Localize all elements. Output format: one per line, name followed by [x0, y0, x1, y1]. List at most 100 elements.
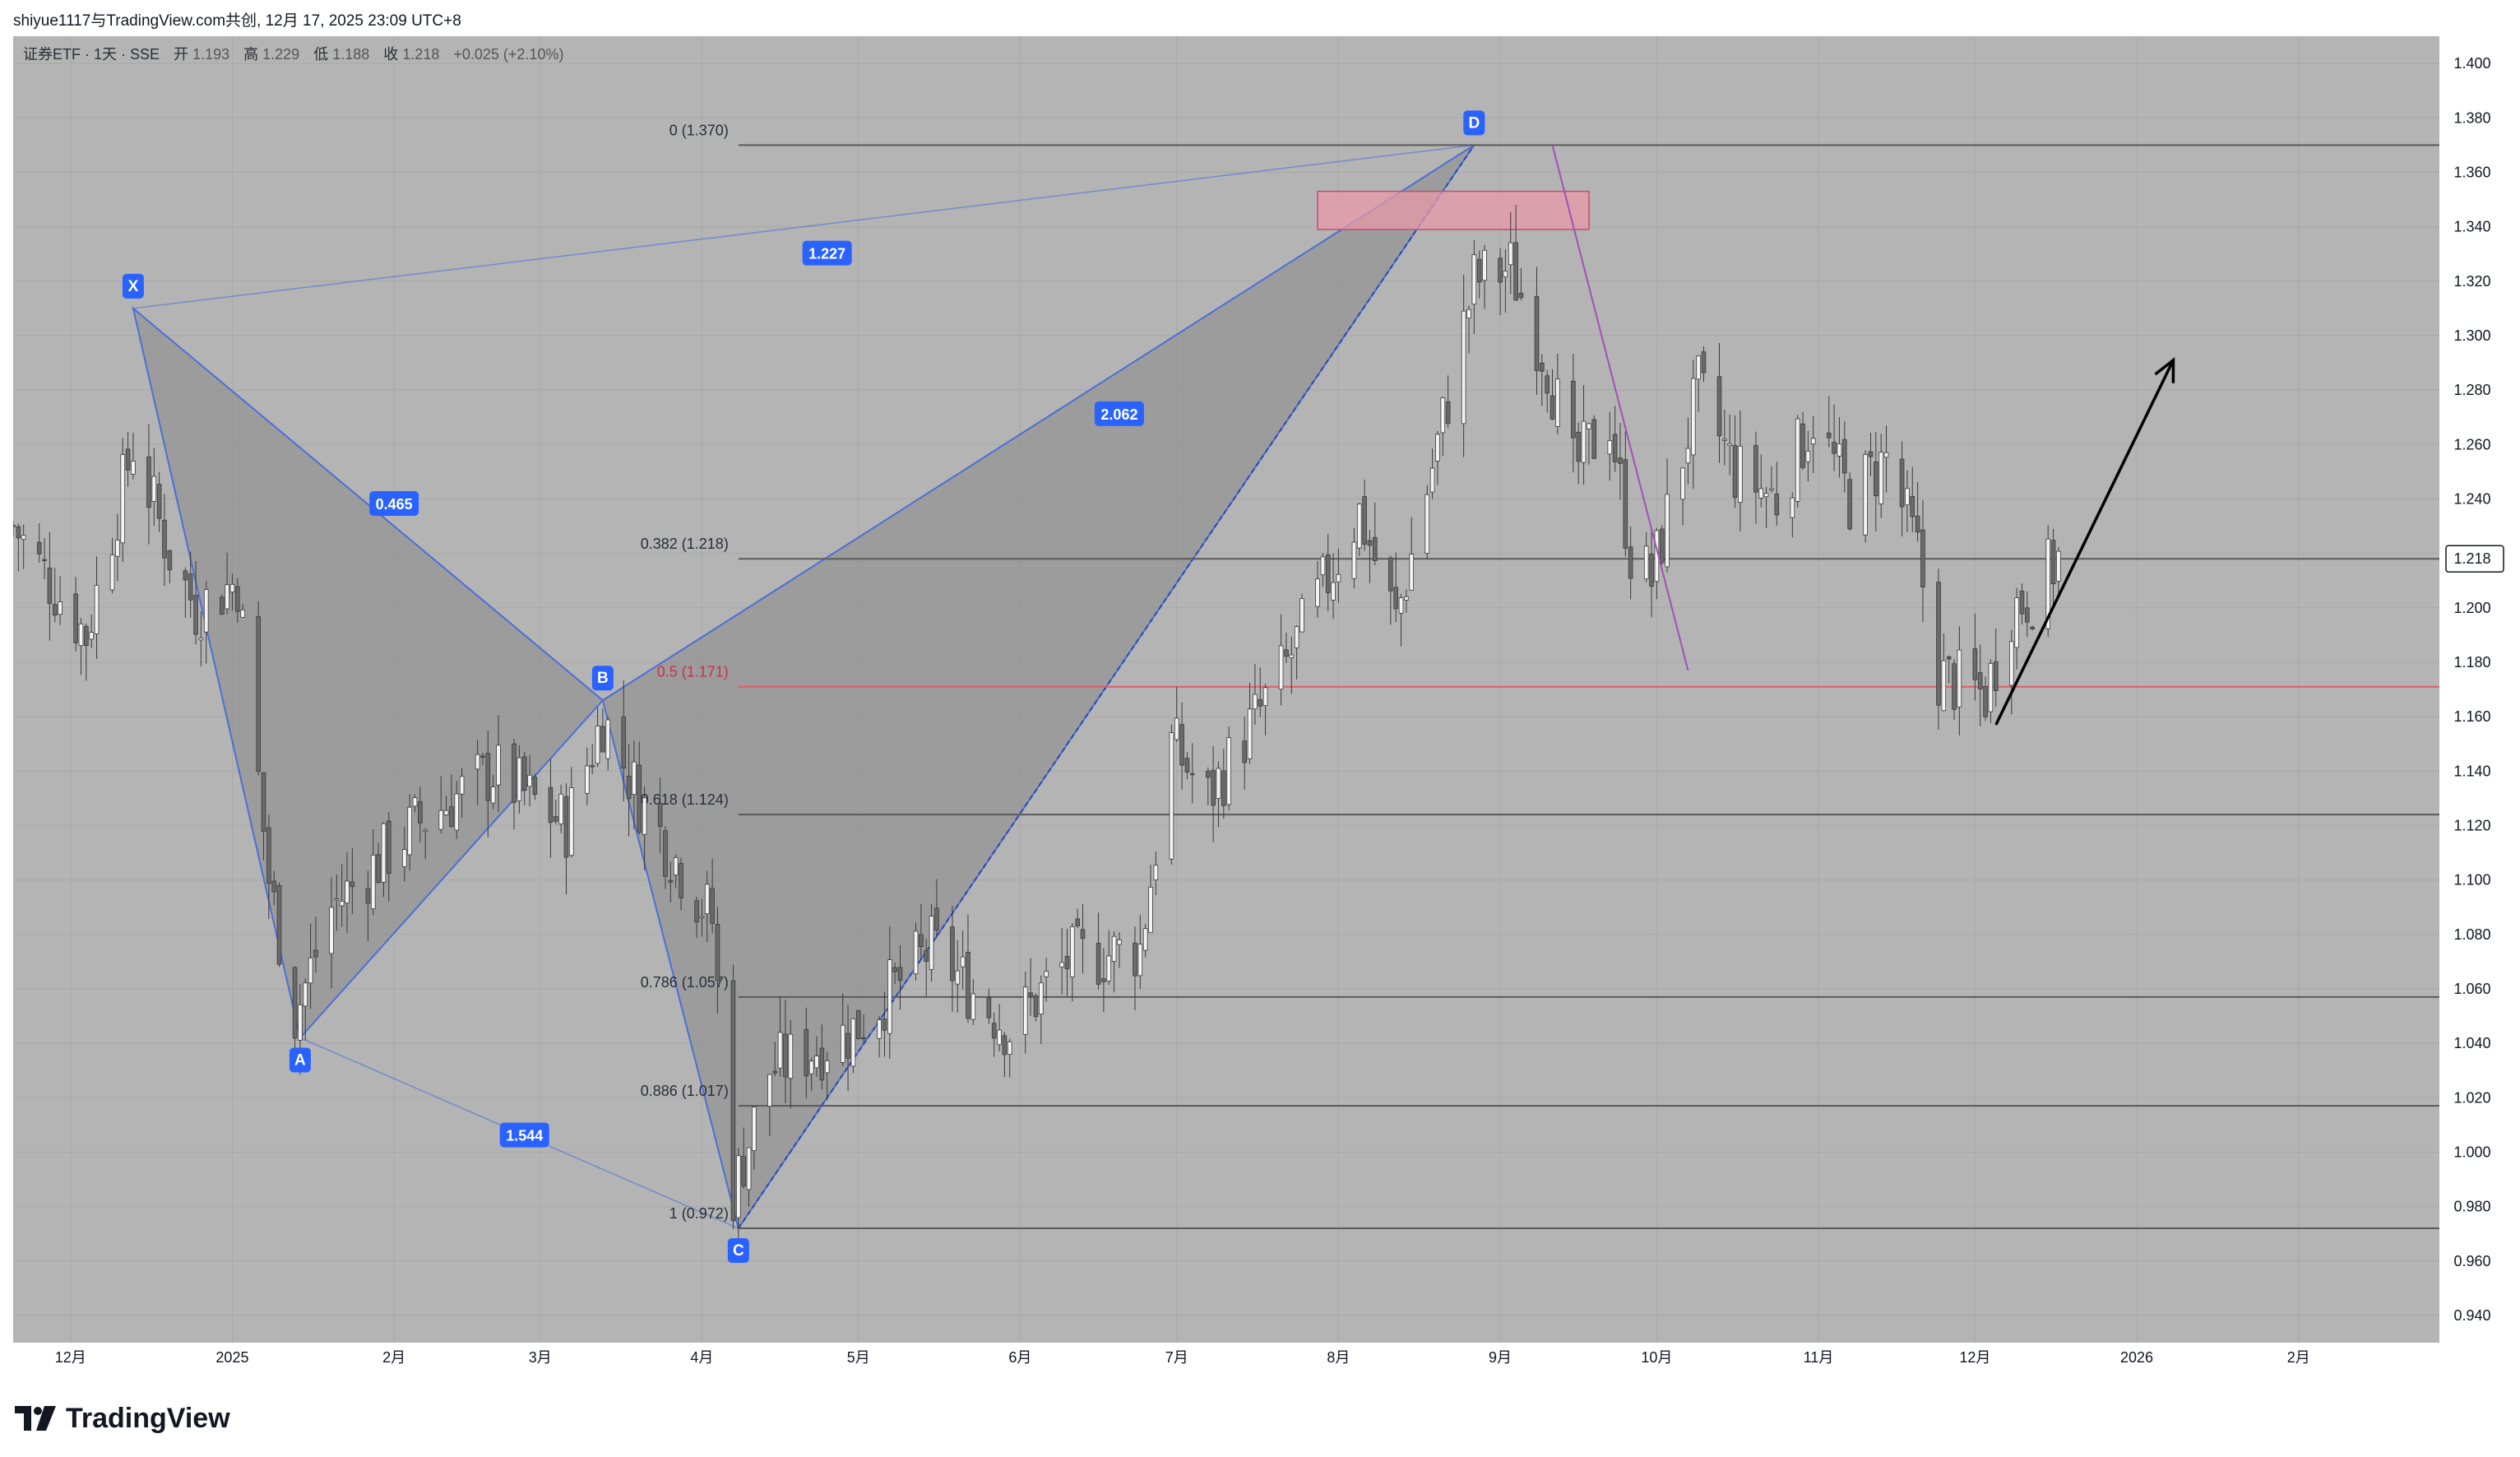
candle-body [1320, 556, 1326, 576]
legend-symbol: 证券ETF · 1天 · SSE [23, 46, 160, 63]
time-tick-label: 6月 [1008, 1349, 1031, 1366]
candle-body [517, 757, 522, 801]
candle-body [203, 589, 209, 633]
candle-body [308, 957, 313, 984]
candle-body [521, 756, 527, 791]
candle-body [1915, 515, 1920, 533]
candle-body [1476, 258, 1482, 283]
candle-body [1367, 540, 1373, 546]
candle-body [558, 793, 563, 824]
candle-body [2030, 626, 2035, 629]
pattern-ratio-badge [369, 491, 419, 517]
candle-body [370, 854, 376, 910]
footer: TradingView [15, 1399, 230, 1438]
candle-body [1028, 992, 1033, 996]
time-axis[interactable]: 12月 2025 2月 3月 4月 5月 6月 7月 8月 9月 10月 11月 12月 2026 2月 [13, 1343, 2439, 1379]
pattern-ratio-badge [1094, 401, 1144, 426]
candle-body [997, 1029, 1002, 1046]
price-tick-label: 1.380 [2453, 109, 2490, 126]
candle-body [2045, 538, 2050, 629]
candle-body [2050, 540, 2056, 585]
candle-body [621, 717, 627, 769]
candle-body [162, 519, 167, 559]
candle-body [125, 448, 131, 471]
candle-body [485, 753, 491, 801]
candle-body [381, 823, 387, 883]
candle-body [256, 616, 261, 773]
candle-body [496, 745, 501, 786]
candle-body [1612, 434, 1618, 462]
price-axis[interactable]: 1.400 1.380 1.360 1.340 1.320 1.300 1.280 1.260… [2439, 36, 2507, 1379]
pattern-point-marker [1463, 110, 1485, 136]
price-chart[interactable]: 0 (1.370) 0.382 (1.218) 0.5 (1.171) 0.618 (… [11, 36, 2507, 1379]
candle-body [1221, 770, 1226, 806]
time-tick-label: 2月 [382, 1349, 405, 1366]
candle-body [1075, 918, 1080, 926]
candle-body [1325, 554, 1331, 593]
pattern-labels: X A B C D 1.227 0.465 2.062 1.544 [122, 110, 1485, 1264]
candle-body [1080, 929, 1086, 940]
legend-low-label: 低 [313, 46, 328, 63]
candle-body [376, 854, 381, 884]
candle-body [1680, 467, 1685, 500]
candle-body [234, 586, 240, 612]
candle-body [1763, 493, 1769, 498]
candle-body [490, 787, 496, 804]
candle-body [934, 907, 939, 931]
candle-body [1117, 940, 1122, 945]
fib-level-label: 0.618 (1.124) [641, 791, 729, 808]
price-tick-label: 1.040 [2453, 1035, 2490, 1051]
legend-high-label: 高 [243, 46, 258, 63]
candle-body [1351, 541, 1357, 579]
candle-body [1007, 1041, 1012, 1056]
candle-body [423, 829, 428, 833]
candle-body [913, 930, 919, 975]
legend-high: 1.229 [262, 46, 299, 63]
candle-body [2019, 590, 2025, 615]
chart-area[interactable]: 0 (1.370) 0.382 (1.218) 0.5 (1.171) 0.618 (… [11, 36, 2507, 1379]
candle-body [198, 638, 204, 641]
candle-body [767, 1074, 772, 1107]
candle-body [605, 719, 611, 759]
candle-body [266, 827, 271, 884]
candle-body [402, 849, 407, 867]
candle-body [1665, 494, 1670, 568]
price-tick-label: 1.200 [2453, 600, 2490, 616]
candle-body [94, 585, 100, 634]
pattern-point-label: B [597, 670, 609, 687]
candle-body [225, 584, 229, 610]
candle-body [1205, 770, 1211, 778]
resistance-zone [1317, 190, 1590, 230]
candle-body [715, 924, 720, 981]
candle-body [1133, 942, 1137, 977]
time-tick-label: 5月 [847, 1349, 870, 1366]
candle-body [1518, 292, 1524, 299]
candle-body [1847, 479, 1852, 530]
candle-body [892, 967, 897, 972]
fib-level-label: 0 (1.370) [669, 122, 729, 138]
candle-body [1952, 663, 1957, 710]
candle-body [109, 554, 115, 591]
candle-body [1111, 935, 1117, 962]
candle-body [1795, 418, 1800, 502]
candle-body [1137, 944, 1143, 977]
price-tick-label: 1.320 [2453, 273, 2490, 290]
candle-body [694, 900, 699, 923]
price-tick-label: 1.400 [2453, 55, 2490, 72]
candle-body [1555, 378, 1560, 427]
candle-body [1993, 661, 1999, 691]
candle-body [1832, 442, 1837, 454]
legend-change: +0.025 (+2.10%) [453, 46, 563, 63]
candle-body [1540, 362, 1545, 372]
candle-body [590, 765, 595, 768]
price-tick-label: 0.960 [2453, 1253, 2490, 1269]
candle-body [1498, 258, 1503, 283]
candle-body [151, 476, 157, 502]
projection-arrow-line [1994, 359, 2175, 726]
candle-body [808, 1060, 814, 1074]
candle-body [58, 601, 63, 615]
candle-body [1258, 698, 1263, 707]
candle-body [167, 550, 173, 571]
price-axis-background [2439, 36, 2507, 1379]
price-tick-label: 1.260 [2453, 436, 2490, 452]
